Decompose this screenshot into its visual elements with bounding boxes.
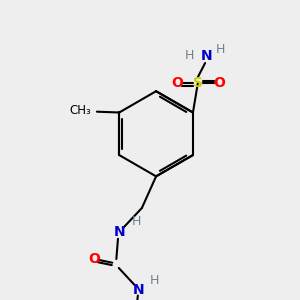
Text: O: O bbox=[171, 76, 183, 90]
Text: H: H bbox=[185, 49, 194, 62]
Text: N: N bbox=[132, 283, 144, 297]
Text: N: N bbox=[114, 225, 126, 239]
Text: O: O bbox=[213, 76, 225, 90]
Text: O: O bbox=[88, 253, 101, 266]
Text: H: H bbox=[132, 215, 141, 228]
Text: H: H bbox=[150, 274, 160, 287]
Text: CH₃: CH₃ bbox=[69, 103, 91, 117]
Text: H: H bbox=[216, 43, 225, 56]
Text: S: S bbox=[193, 76, 203, 90]
Text: N: N bbox=[201, 49, 212, 63]
